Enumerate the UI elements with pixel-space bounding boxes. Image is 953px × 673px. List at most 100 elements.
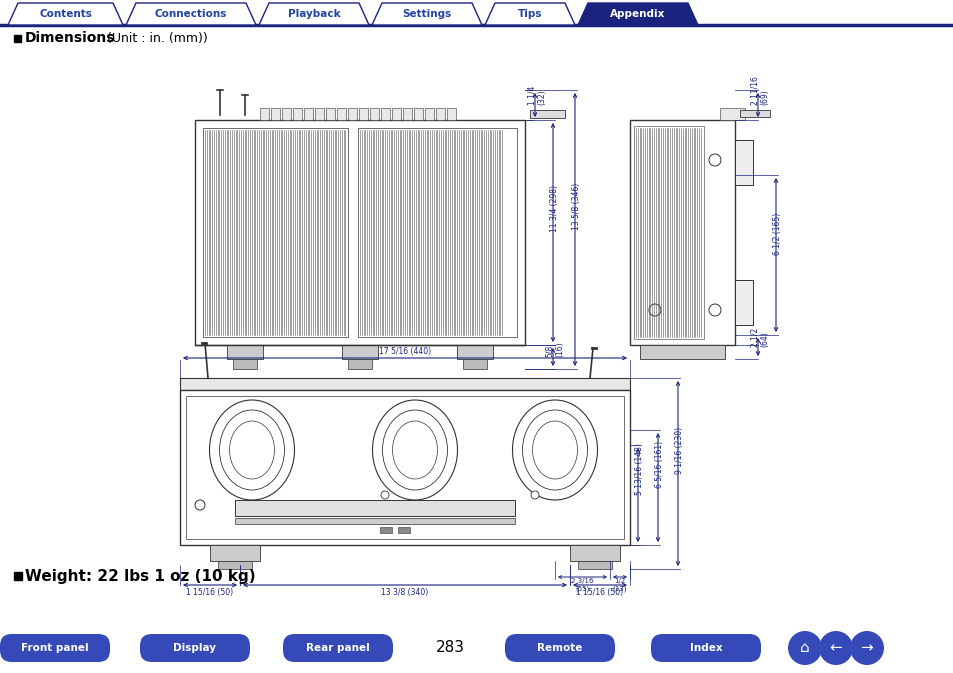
Text: Index: Index bbox=[689, 643, 721, 653]
Bar bbox=[370, 108, 378, 120]
Bar bbox=[639, 345, 724, 359]
Bar bbox=[271, 108, 280, 120]
Bar bbox=[293, 108, 302, 120]
Bar bbox=[578, 561, 612, 569]
Ellipse shape bbox=[512, 400, 597, 500]
Bar bbox=[447, 108, 456, 120]
FancyBboxPatch shape bbox=[504, 634, 615, 662]
Text: →: → bbox=[860, 641, 872, 656]
Bar bbox=[210, 545, 260, 561]
Bar bbox=[414, 108, 422, 120]
FancyBboxPatch shape bbox=[140, 634, 250, 662]
Bar bbox=[436, 108, 444, 120]
Polygon shape bbox=[372, 3, 481, 25]
Bar bbox=[530, 110, 564, 118]
Bar bbox=[380, 108, 390, 120]
Text: Front panel: Front panel bbox=[21, 643, 89, 653]
Ellipse shape bbox=[522, 410, 587, 490]
Text: 17 5/16 (440): 17 5/16 (440) bbox=[378, 347, 431, 356]
Circle shape bbox=[194, 500, 205, 510]
Text: 1 15/16 (50): 1 15/16 (50) bbox=[186, 588, 233, 597]
Ellipse shape bbox=[392, 421, 437, 479]
Text: 1/2
(13): 1/2 (13) bbox=[612, 578, 626, 592]
Ellipse shape bbox=[230, 421, 274, 479]
Bar bbox=[392, 108, 400, 120]
Bar bbox=[629, 120, 734, 345]
Text: 6 1/2 (165): 6 1/2 (165) bbox=[773, 213, 781, 255]
Bar bbox=[341, 345, 377, 359]
Text: Remote: Remote bbox=[537, 643, 582, 653]
Bar bbox=[357, 128, 517, 337]
Text: 13 5/8 (346): 13 5/8 (346) bbox=[572, 182, 581, 229]
Bar bbox=[180, 390, 629, 545]
FancyBboxPatch shape bbox=[283, 634, 393, 662]
Bar bbox=[456, 345, 493, 359]
Bar bbox=[358, 108, 368, 120]
Text: ⌂: ⌂ bbox=[800, 641, 809, 656]
Bar bbox=[282, 108, 291, 120]
Circle shape bbox=[849, 631, 883, 665]
Text: Tips: Tips bbox=[517, 9, 541, 19]
Bar bbox=[260, 108, 269, 120]
Text: Connections: Connections bbox=[154, 9, 227, 19]
Text: 1 1/4
(32): 1 1/4 (32) bbox=[527, 85, 546, 105]
Bar bbox=[218, 561, 252, 569]
Bar bbox=[634, 126, 703, 339]
Polygon shape bbox=[258, 3, 369, 25]
Text: 2 3/16
(55): 2 3/16 (55) bbox=[571, 578, 593, 592]
Bar bbox=[194, 120, 524, 345]
Bar bbox=[304, 108, 313, 120]
Text: Display: Display bbox=[173, 643, 216, 653]
Bar bbox=[379, 527, 392, 533]
Polygon shape bbox=[484, 3, 575, 25]
Bar bbox=[203, 128, 348, 337]
Ellipse shape bbox=[219, 410, 284, 490]
Text: 283: 283 bbox=[435, 641, 464, 656]
Circle shape bbox=[708, 154, 720, 166]
Bar bbox=[734, 140, 752, 185]
Bar bbox=[14, 35, 21, 42]
Bar bbox=[397, 527, 410, 533]
Bar bbox=[234, 518, 515, 524]
Bar bbox=[402, 108, 412, 120]
Bar bbox=[14, 572, 22, 580]
Text: Weight: 22 lbs 1 oz (10 kg): Weight: 22 lbs 1 oz (10 kg) bbox=[25, 569, 255, 583]
Bar bbox=[314, 108, 324, 120]
Text: Contents: Contents bbox=[39, 9, 91, 19]
Text: (Unit : in. (mm)): (Unit : in. (mm)) bbox=[103, 32, 208, 45]
Text: ←: ← bbox=[829, 641, 841, 656]
FancyBboxPatch shape bbox=[0, 634, 110, 662]
Bar bbox=[720, 108, 744, 120]
Bar bbox=[326, 108, 335, 120]
Text: 2 11/16
(69): 2 11/16 (69) bbox=[749, 76, 769, 105]
Circle shape bbox=[648, 304, 660, 316]
Bar bbox=[740, 110, 769, 117]
Polygon shape bbox=[578, 3, 698, 25]
Bar bbox=[180, 378, 629, 390]
Ellipse shape bbox=[382, 410, 447, 490]
Bar bbox=[336, 108, 346, 120]
Text: Rear panel: Rear panel bbox=[306, 643, 370, 653]
Text: 5 13/16 (148): 5 13/16 (148) bbox=[635, 443, 644, 495]
Text: 13 3/8 (340): 13 3/8 (340) bbox=[381, 588, 428, 597]
Text: 5/8
(16): 5/8 (16) bbox=[545, 341, 564, 357]
Bar bbox=[462, 359, 486, 369]
Text: 6 5/16 (161): 6 5/16 (161) bbox=[655, 440, 664, 487]
Polygon shape bbox=[126, 3, 255, 25]
Text: Dimensions: Dimensions bbox=[25, 32, 115, 46]
Text: 1 15/16 (50): 1 15/16 (50) bbox=[576, 588, 623, 597]
Circle shape bbox=[787, 631, 821, 665]
FancyBboxPatch shape bbox=[650, 634, 760, 662]
Bar bbox=[234, 500, 515, 516]
Bar bbox=[233, 359, 256, 369]
Bar bbox=[348, 359, 372, 369]
Circle shape bbox=[380, 491, 389, 499]
Polygon shape bbox=[8, 3, 123, 25]
Bar bbox=[348, 108, 356, 120]
Bar bbox=[227, 345, 263, 359]
Ellipse shape bbox=[532, 421, 577, 479]
Ellipse shape bbox=[210, 400, 294, 500]
Text: 11 3/4 (298): 11 3/4 (298) bbox=[550, 186, 558, 232]
Ellipse shape bbox=[372, 400, 457, 500]
Text: Settings: Settings bbox=[402, 9, 451, 19]
